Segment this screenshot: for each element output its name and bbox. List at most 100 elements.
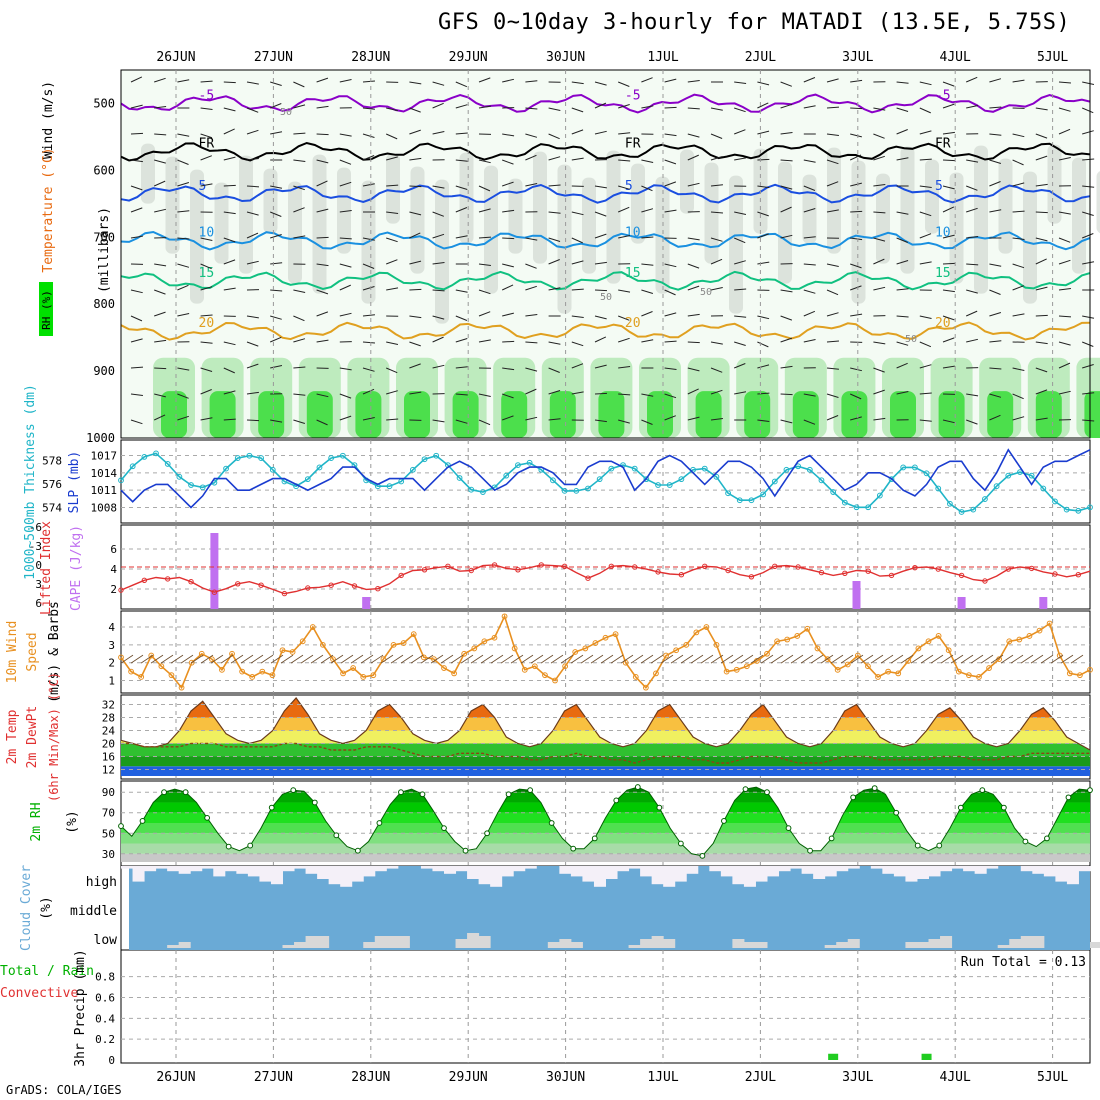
wind-barb-10m (950, 654, 964, 664)
wind-barb (1035, 389, 1048, 395)
wind-barb (548, 259, 560, 265)
wind-barb (734, 363, 746, 369)
wind-barb (246, 158, 259, 161)
cloud-low-bar (386, 936, 399, 948)
cloud-high-gap (351, 866, 364, 882)
wind-barb (200, 263, 212, 270)
rh-high-shade (744, 391, 771, 438)
wind-barb-10m (860, 654, 874, 664)
wind-barb (594, 419, 607, 423)
wind-barb (153, 414, 166, 421)
wind-barb (1058, 157, 1071, 161)
temp-band (121, 730, 1090, 744)
wind-barb (316, 289, 329, 295)
contour-label: 20 (199, 316, 215, 331)
date-label-top: 28JUN (351, 50, 390, 65)
wind-speed-line-marker (441, 665, 447, 671)
wind-barb (780, 419, 793, 424)
wind-barb (386, 259, 398, 265)
wind-speed-line-marker (955, 668, 962, 675)
wind-barb (316, 393, 329, 398)
temp-tick-label: 28 (102, 712, 115, 725)
rh-high-shade (987, 391, 1014, 438)
wind-barb (966, 289, 978, 294)
wind-barb (525, 416, 538, 421)
wind-barb (1035, 211, 1048, 214)
wind-barb (594, 289, 608, 292)
slp-tick-label: 1014 (91, 467, 118, 480)
wind-speed-line-marker (259, 668, 266, 675)
cape-bar (957, 597, 966, 609)
wind-speed-line-marker (642, 684, 649, 691)
precip-bar (921, 1053, 932, 1060)
pressure-tick-label: 600 (93, 163, 115, 177)
wind-barb (734, 81, 747, 84)
wind-barb (316, 159, 329, 164)
wind-barb (293, 104, 306, 109)
wind-barb (966, 419, 978, 425)
cloud-high-gap (259, 866, 272, 882)
lifted-index-marker (351, 583, 358, 589)
rh-marker (807, 847, 813, 854)
wind-barb (293, 338, 306, 343)
wind-barb (502, 415, 514, 421)
wind-barb (432, 233, 445, 239)
rh-marker (742, 786, 749, 793)
rh-shade (312, 154, 327, 294)
wind-barb (687, 388, 699, 395)
wind-barb (1058, 315, 1072, 318)
wind-speed-line-marker (552, 677, 558, 684)
wind-barb-10m (910, 654, 924, 664)
rh-high-shade (598, 391, 625, 438)
cloud-high-gap (651, 866, 664, 885)
cloud-high-gap (1078, 866, 1091, 872)
wind-barb (1058, 128, 1071, 135)
wind-barb-10m (470, 654, 484, 664)
wind-barb (826, 312, 839, 317)
wind-barb (478, 339, 491, 343)
wind-barb (942, 289, 955, 293)
wind-barb-10m (920, 654, 934, 664)
wind-barb (618, 132, 631, 135)
lifted-index-marker (631, 564, 638, 570)
cloud-high-gap (270, 866, 283, 885)
wind-barb (339, 263, 352, 268)
wind-barb (200, 183, 213, 187)
contour-label: 10 (199, 226, 215, 241)
rh-marker (354, 847, 361, 854)
wind-barb (432, 336, 444, 343)
wind-barb (386, 237, 398, 243)
wind-barb (316, 311, 329, 317)
wind-barb (641, 263, 654, 266)
wind-barb (919, 392, 932, 395)
date-label-bottom: 27JUN (254, 1070, 293, 1085)
wind-barb (896, 211, 909, 215)
wind-barb (223, 287, 236, 291)
pressure-tick-label: 900 (93, 364, 115, 378)
wind-barb (919, 419, 932, 422)
cloud-high-gap (490, 866, 503, 887)
wind-speed-line-marker (269, 672, 276, 679)
cloud-high-gap (444, 866, 457, 874)
precip-tick-label: 0.4 (95, 1012, 115, 1025)
lifted-index-marker (211, 589, 218, 595)
cloud-high-gap (478, 866, 491, 885)
wind-barb (548, 184, 561, 187)
wind-barb (1012, 79, 1025, 83)
wind-barb (989, 414, 1001, 421)
slp-ylabel: SLP (mb) (67, 451, 82, 514)
wind-speed-line-marker (764, 650, 770, 657)
wind-speed-line-marker (511, 645, 518, 652)
wind-barb (154, 77, 166, 83)
wind-barb (270, 234, 282, 239)
wind-barb (455, 81, 468, 88)
wind-barb (339, 393, 352, 399)
cloud-high-gap (767, 866, 780, 877)
wind-barb (270, 262, 283, 265)
cloud-high-gap (732, 866, 745, 885)
wind-barb (455, 185, 468, 190)
precip-tick-label: 0.2 (95, 1033, 115, 1046)
wind-barb (386, 341, 399, 345)
wind-barb (919, 341, 932, 348)
wind-barb (502, 263, 514, 268)
